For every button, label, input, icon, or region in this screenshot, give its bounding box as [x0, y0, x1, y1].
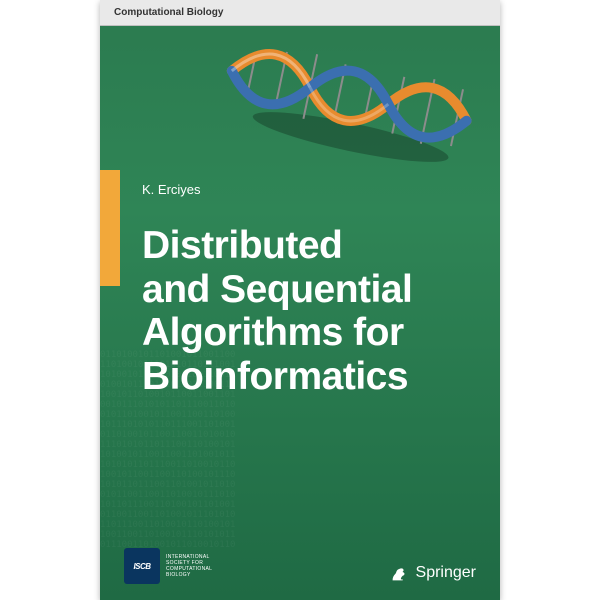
dna-helix-illustration: [198, 0, 500, 198]
publisher-name: Springer: [416, 564, 476, 582]
title-line: Bioinformatics: [142, 355, 476, 399]
accent-bar: [100, 170, 120, 286]
title-line: and Sequential: [142, 268, 476, 312]
title-line: Algorithms for: [142, 311, 476, 355]
iscb-badge-text: ISCB: [133, 562, 150, 571]
book-title: Distributed and Sequential Algorithms fo…: [142, 224, 476, 399]
series-band: Computational Biology: [100, 0, 500, 26]
iscb-logo: ISCB INTERNATIONAL SOCIETY FOR COMPUTATI…: [124, 548, 212, 584]
book-cover: 0110100101101001011001100110100101110101…: [100, 0, 500, 600]
iscb-subtitle: INTERNATIONAL SOCIETY FOR COMPUTATIONAL …: [166, 554, 212, 578]
series-label: Computational Biology: [114, 7, 223, 18]
author-name: K. Erciyes: [142, 182, 201, 197]
logo-row: ISCB INTERNATIONAL SOCIETY FOR COMPUTATI…: [124, 548, 476, 584]
springer-horse-icon: [388, 562, 410, 584]
iscb-badge-icon: ISCB: [124, 548, 160, 584]
title-line: Distributed: [142, 224, 476, 268]
springer-logo: Springer: [388, 562, 476, 584]
